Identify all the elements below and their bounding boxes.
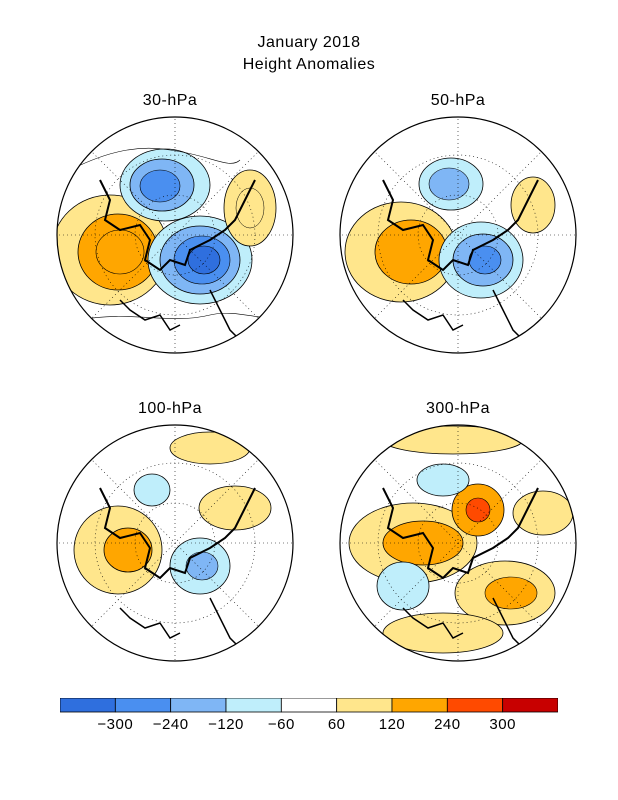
colorbar-swatch (60, 698, 116, 713)
colorbar-label: 60 (327, 716, 346, 733)
colorbar-swatch (391, 698, 448, 713)
panel-title-50hpa: 50-hPa (430, 92, 486, 109)
colorbar-label: 120 (378, 716, 406, 733)
colorbar-label: −120 (208, 716, 244, 733)
figure-title-line2: Height Anomalies (242, 56, 376, 73)
colorbar-label: 300 (489, 716, 516, 733)
colorbar-label: −300 (97, 716, 134, 733)
figure-title-line1: January 2018 (257, 34, 361, 51)
colorbar-swatch (336, 698, 393, 713)
colorbar-swatch (114, 698, 172, 713)
colorbar-label: −60 (267, 716, 295, 733)
colorbar-swatch (446, 698, 504, 713)
colorbar-swatch (280, 698, 338, 713)
colorbar-swatch (502, 698, 558, 713)
colorbar-label: −240 (152, 716, 189, 733)
polar-map-100hpa (56, 424, 294, 662)
panel-title-300hpa: 300-hPa (426, 400, 490, 417)
colorbar-swatch (170, 698, 227, 713)
colorbar-swatch (225, 698, 282, 713)
colorbar-label: 240 (434, 716, 461, 733)
colorbar (60, 698, 558, 713)
panel-title-30hpa: 30-hPa (142, 92, 198, 109)
panel-title-100hpa: 100-hPa (138, 400, 202, 417)
polar-map-50hpa (339, 116, 577, 354)
polar-map-300hpa (339, 424, 577, 662)
polar-map-30hpa (56, 116, 294, 354)
